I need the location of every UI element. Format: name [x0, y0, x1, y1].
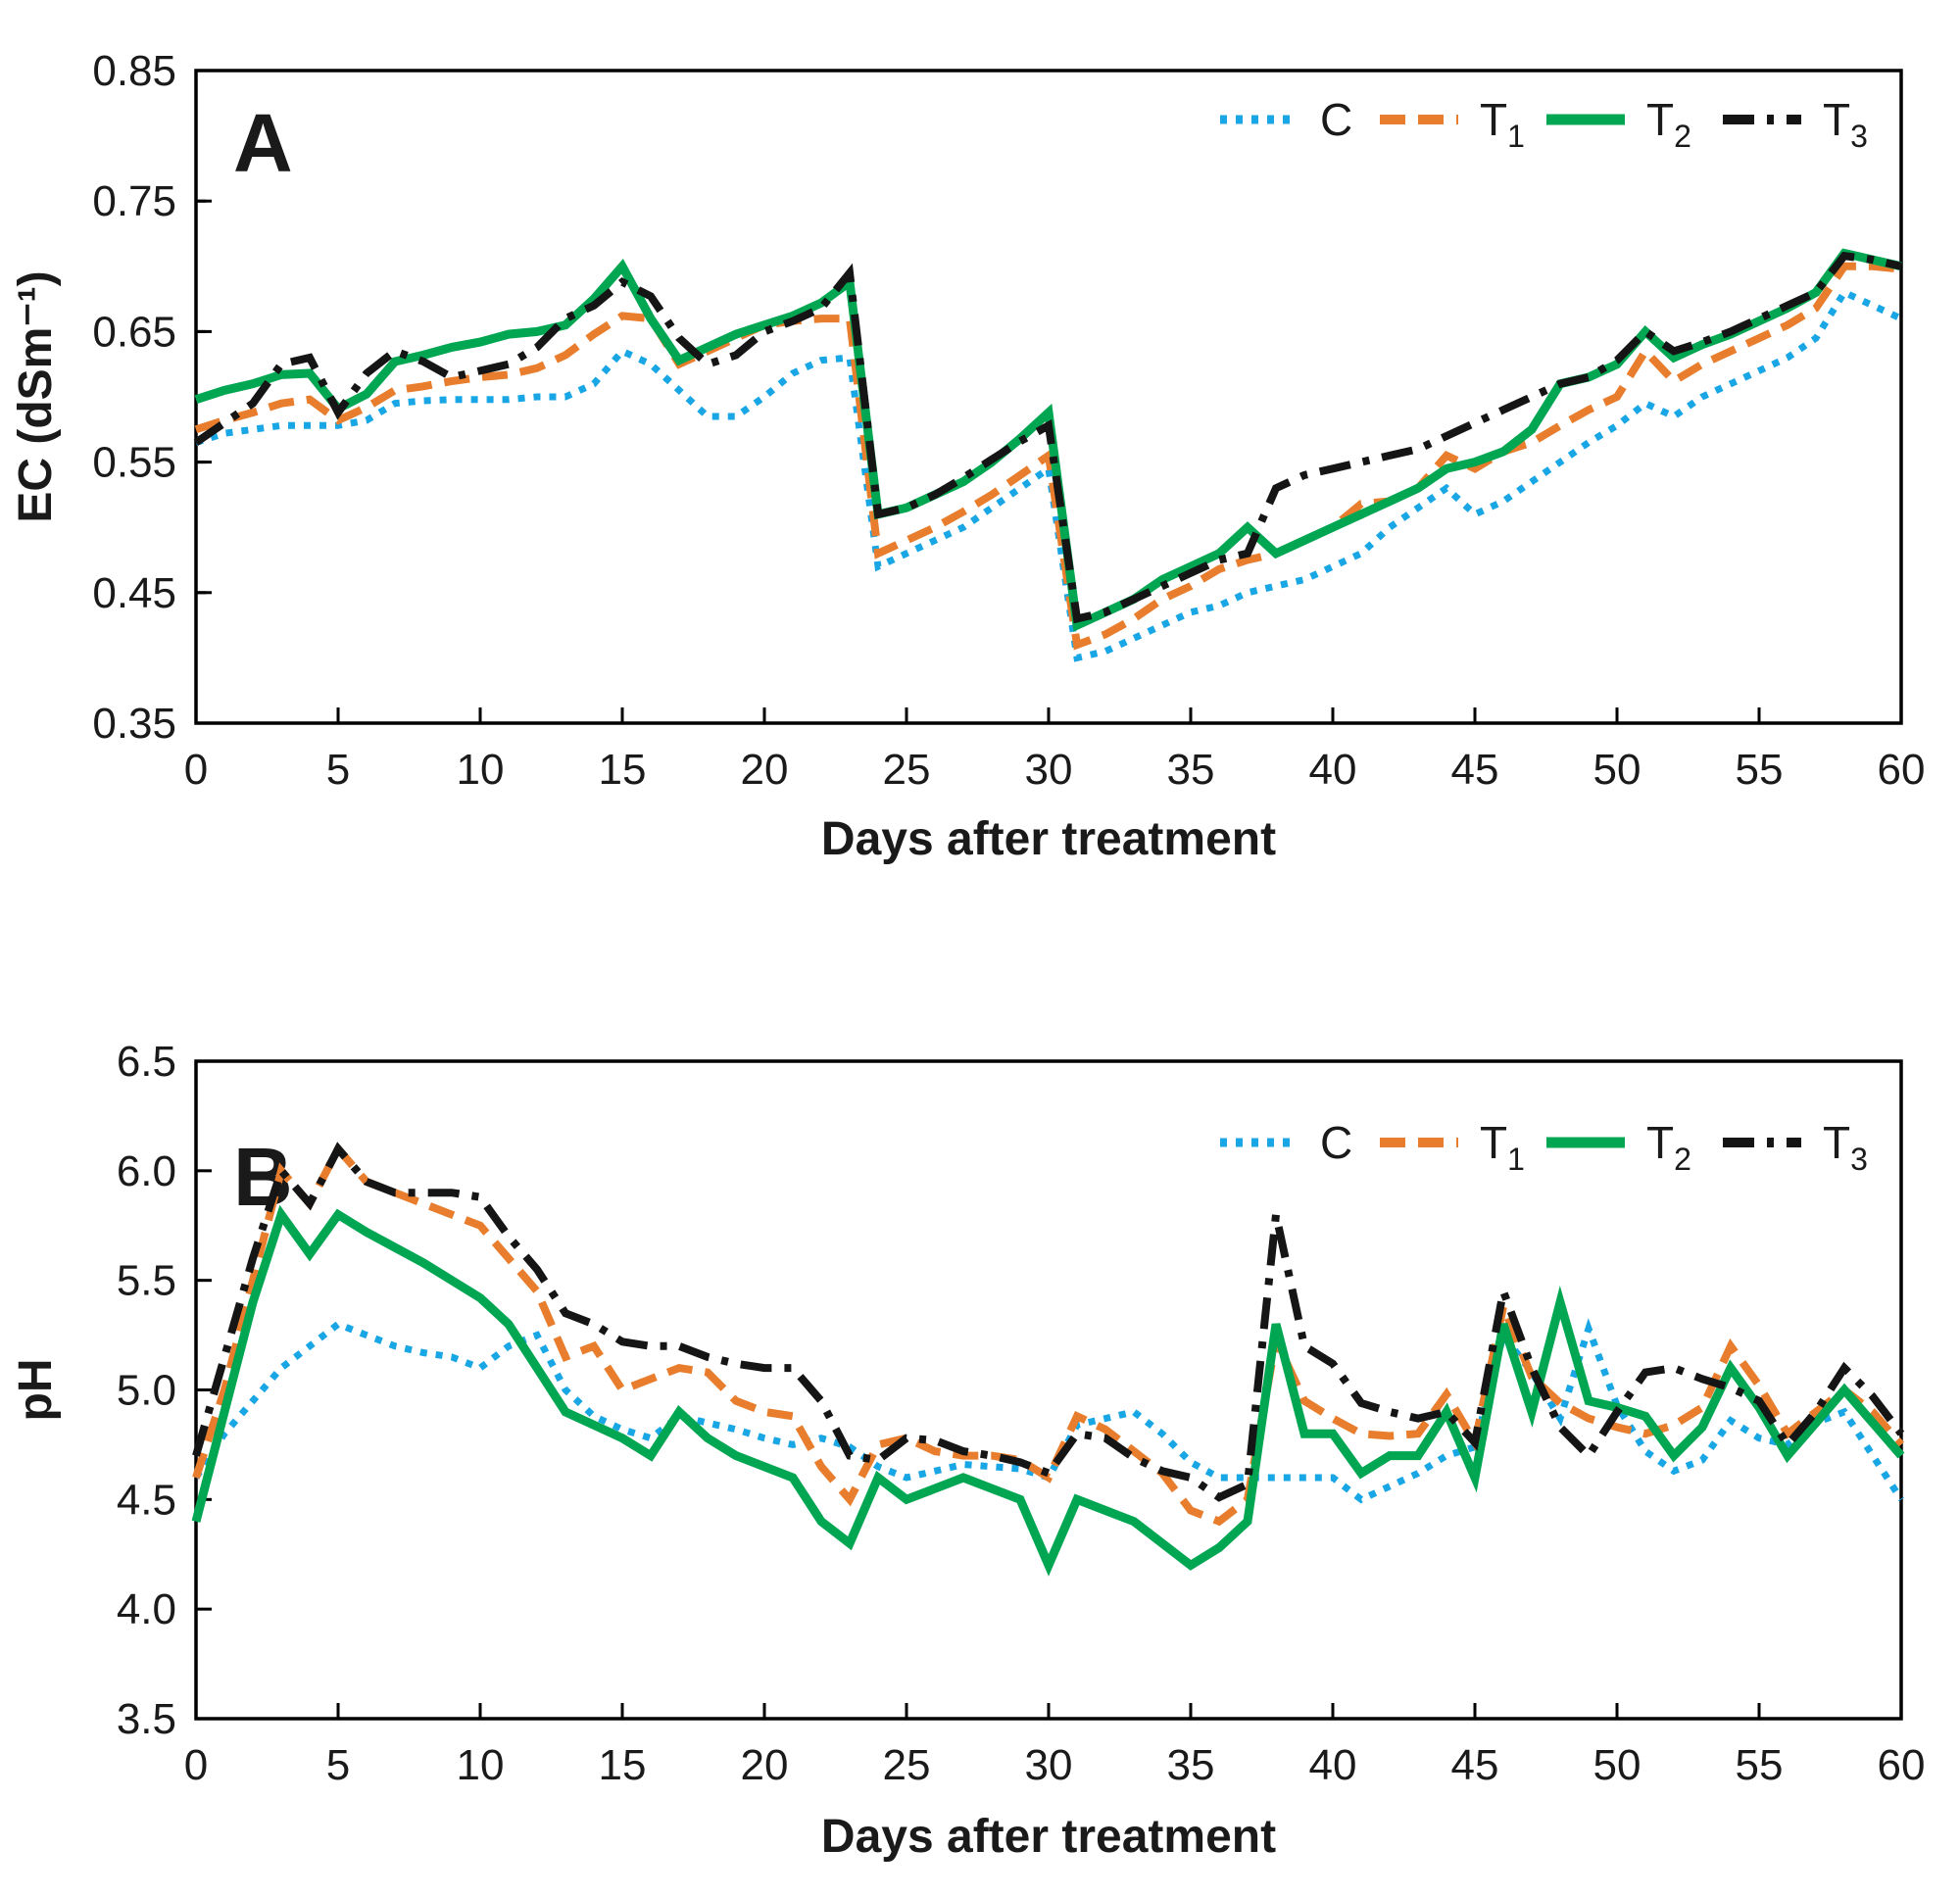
x-tick-label: 55 [1736, 746, 1784, 794]
legend-label-T1: T1 [1480, 94, 1525, 154]
x-tick-label: 15 [599, 746, 647, 794]
legend-item-C: C [1220, 1117, 1352, 1168]
x-tick-label: 20 [741, 1741, 789, 1789]
plot-border [194, 69, 1903, 725]
y-tick-label: 5.5 [117, 1257, 176, 1305]
y-tick-label: 6.0 [117, 1147, 176, 1195]
x-tick-label: 50 [1593, 746, 1642, 794]
x-axis-title: Days after treatment [821, 813, 1276, 865]
series-line-T2 [191, 1204, 1905, 1577]
x-tick-label: 45 [1451, 1741, 1499, 1789]
series-lines [193, 248, 1903, 662]
x-tick-label: 30 [1025, 746, 1073, 794]
legend-item-T2: T2 [1546, 94, 1691, 154]
x-tick-label: 0 [184, 1741, 208, 1789]
x-tick-label: 20 [741, 746, 789, 794]
x-tick-label: 25 [883, 1741, 931, 1789]
legend-label-T2: T2 [1646, 1117, 1691, 1177]
x-tick-label: 10 [457, 746, 505, 794]
legend-label-C: C [1320, 94, 1352, 145]
legend-label-T1: T1 [1480, 1117, 1525, 1177]
y-tick-label: 0.65 [92, 308, 176, 356]
axes: 3.5 4.0 4.5 5.0 5.5 6.0 6.5 0 5 10 15 20 25 30 35 40 45 5… [117, 1038, 1926, 1789]
legend-item-T3: T3 [1723, 94, 1868, 154]
series-line-T3 [193, 251, 1902, 624]
legend-label-T3: T3 [1823, 94, 1868, 154]
y-tick-label: 4.5 [117, 1476, 176, 1524]
x-tick-label: 0 [184, 746, 208, 794]
x-tick-label: 50 [1593, 1741, 1642, 1789]
y-tick-label: 5.0 [117, 1367, 176, 1415]
series-lines [191, 1142, 1905, 1577]
x-tick-label: 35 [1167, 1741, 1215, 1789]
series-line-T2 [194, 248, 1903, 632]
legend-item-T3: T3 [1723, 1117, 1868, 1177]
series-line-T1 [192, 1142, 1905, 1527]
legend-item-T1: T1 [1380, 1117, 1525, 1177]
axes: 0.35 0.45 0.55 0.65 0.75 0.85 0 5 10 15 20 25 30 35 40… [92, 47, 1925, 794]
y-axis-title: pH [10, 1359, 62, 1422]
legend-label-T3: T3 [1823, 1117, 1868, 1177]
legend-item-T2: T2 [1546, 1117, 1691, 1177]
y-tick-label: 0.75 [92, 177, 176, 225]
legend: C T1 T2 T3 [1220, 94, 1868, 154]
x-tick-label: 40 [1309, 1741, 1357, 1789]
x-tick-label: 55 [1736, 1741, 1784, 1789]
x-tick-label: 5 [326, 746, 350, 794]
series-line-T3 [192, 1142, 1905, 1502]
x-tick-label: 60 [1878, 746, 1926, 794]
y-axis-title: EC (dSm⁻¹) [10, 270, 62, 522]
x-tick-label: 15 [599, 1741, 647, 1789]
x-tick-label: 35 [1167, 746, 1215, 794]
y-tick-label: 3.5 [117, 1695, 176, 1743]
x-axis-title: Days after treatment [821, 1811, 1276, 1863]
x-tick-label: 5 [326, 1741, 350, 1789]
x-tick-label: 45 [1451, 746, 1499, 794]
x-tick-label: 40 [1309, 746, 1357, 794]
y-tick-label: 0.45 [92, 569, 176, 617]
y-tick-label: 0.35 [92, 700, 176, 748]
y-tick-label: 0.55 [92, 439, 176, 487]
y-tick-label: 6.5 [117, 1038, 176, 1086]
plot-border [194, 1059, 1903, 1721]
legend: C T1 T2 T3 [1220, 1117, 1868, 1177]
panel-letter: A [233, 97, 293, 189]
series-line-T1 [194, 262, 1902, 651]
legend-item-C: C [1220, 94, 1352, 145]
x-tick-label: 10 [457, 1741, 505, 1789]
legend-item-T1: T1 [1380, 94, 1525, 154]
x-tick-label: 30 [1025, 1741, 1073, 1789]
y-tick-label: 4.0 [117, 1585, 176, 1633]
panel-b-chart: 3.5 4.0 4.5 5.0 5.5 6.0 6.5 0 5 10 15 20 25 30 35 40 45 5… [10, 1038, 1926, 1863]
legend-label-C: C [1320, 1117, 1352, 1168]
x-tick-label: 25 [883, 746, 931, 794]
x-tick-label: 60 [1878, 1741, 1926, 1789]
panel-a-chart: 0.35 0.45 0.55 0.65 0.75 0.85 0 5 10 15 20 25 30 35 40… [10, 47, 1925, 865]
legend-label-T2: T2 [1646, 94, 1691, 154]
y-tick-label: 0.85 [92, 47, 176, 95]
